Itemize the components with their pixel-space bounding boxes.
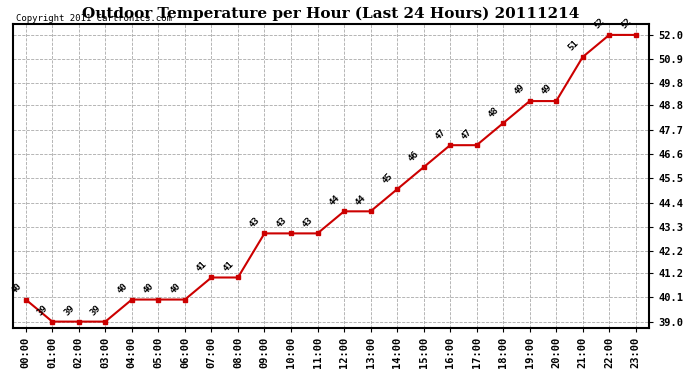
Text: Copyright 2011 Cartronics.com: Copyright 2011 Cartronics.com [16, 14, 172, 23]
Text: 39: 39 [88, 303, 103, 317]
Title: Outdoor Temperature per Hour (Last 24 Hours) 20111214: Outdoor Temperature per Hour (Last 24 Ho… [82, 7, 580, 21]
Text: 46: 46 [407, 149, 421, 163]
Text: 40: 40 [168, 281, 182, 296]
Text: 44: 44 [354, 193, 368, 207]
Text: 40: 40 [141, 281, 156, 296]
Text: 51: 51 [566, 39, 580, 53]
Text: 47: 47 [433, 127, 447, 141]
Text: 43: 43 [275, 215, 288, 229]
Text: 41: 41 [195, 260, 208, 273]
Text: 39: 39 [62, 303, 76, 317]
Text: 40: 40 [115, 281, 129, 296]
Text: 40: 40 [9, 281, 23, 296]
Text: 44: 44 [327, 193, 342, 207]
Text: 43: 43 [248, 215, 262, 229]
Text: 43: 43 [301, 215, 315, 229]
Text: 48: 48 [486, 105, 500, 119]
Text: 49: 49 [540, 83, 553, 97]
Text: 45: 45 [380, 171, 394, 185]
Text: 47: 47 [460, 127, 474, 141]
Text: 39: 39 [36, 303, 50, 317]
Text: 49: 49 [513, 83, 527, 97]
Text: 52: 52 [593, 17, 607, 31]
Text: 41: 41 [221, 260, 235, 273]
Text: 52: 52 [619, 17, 633, 31]
